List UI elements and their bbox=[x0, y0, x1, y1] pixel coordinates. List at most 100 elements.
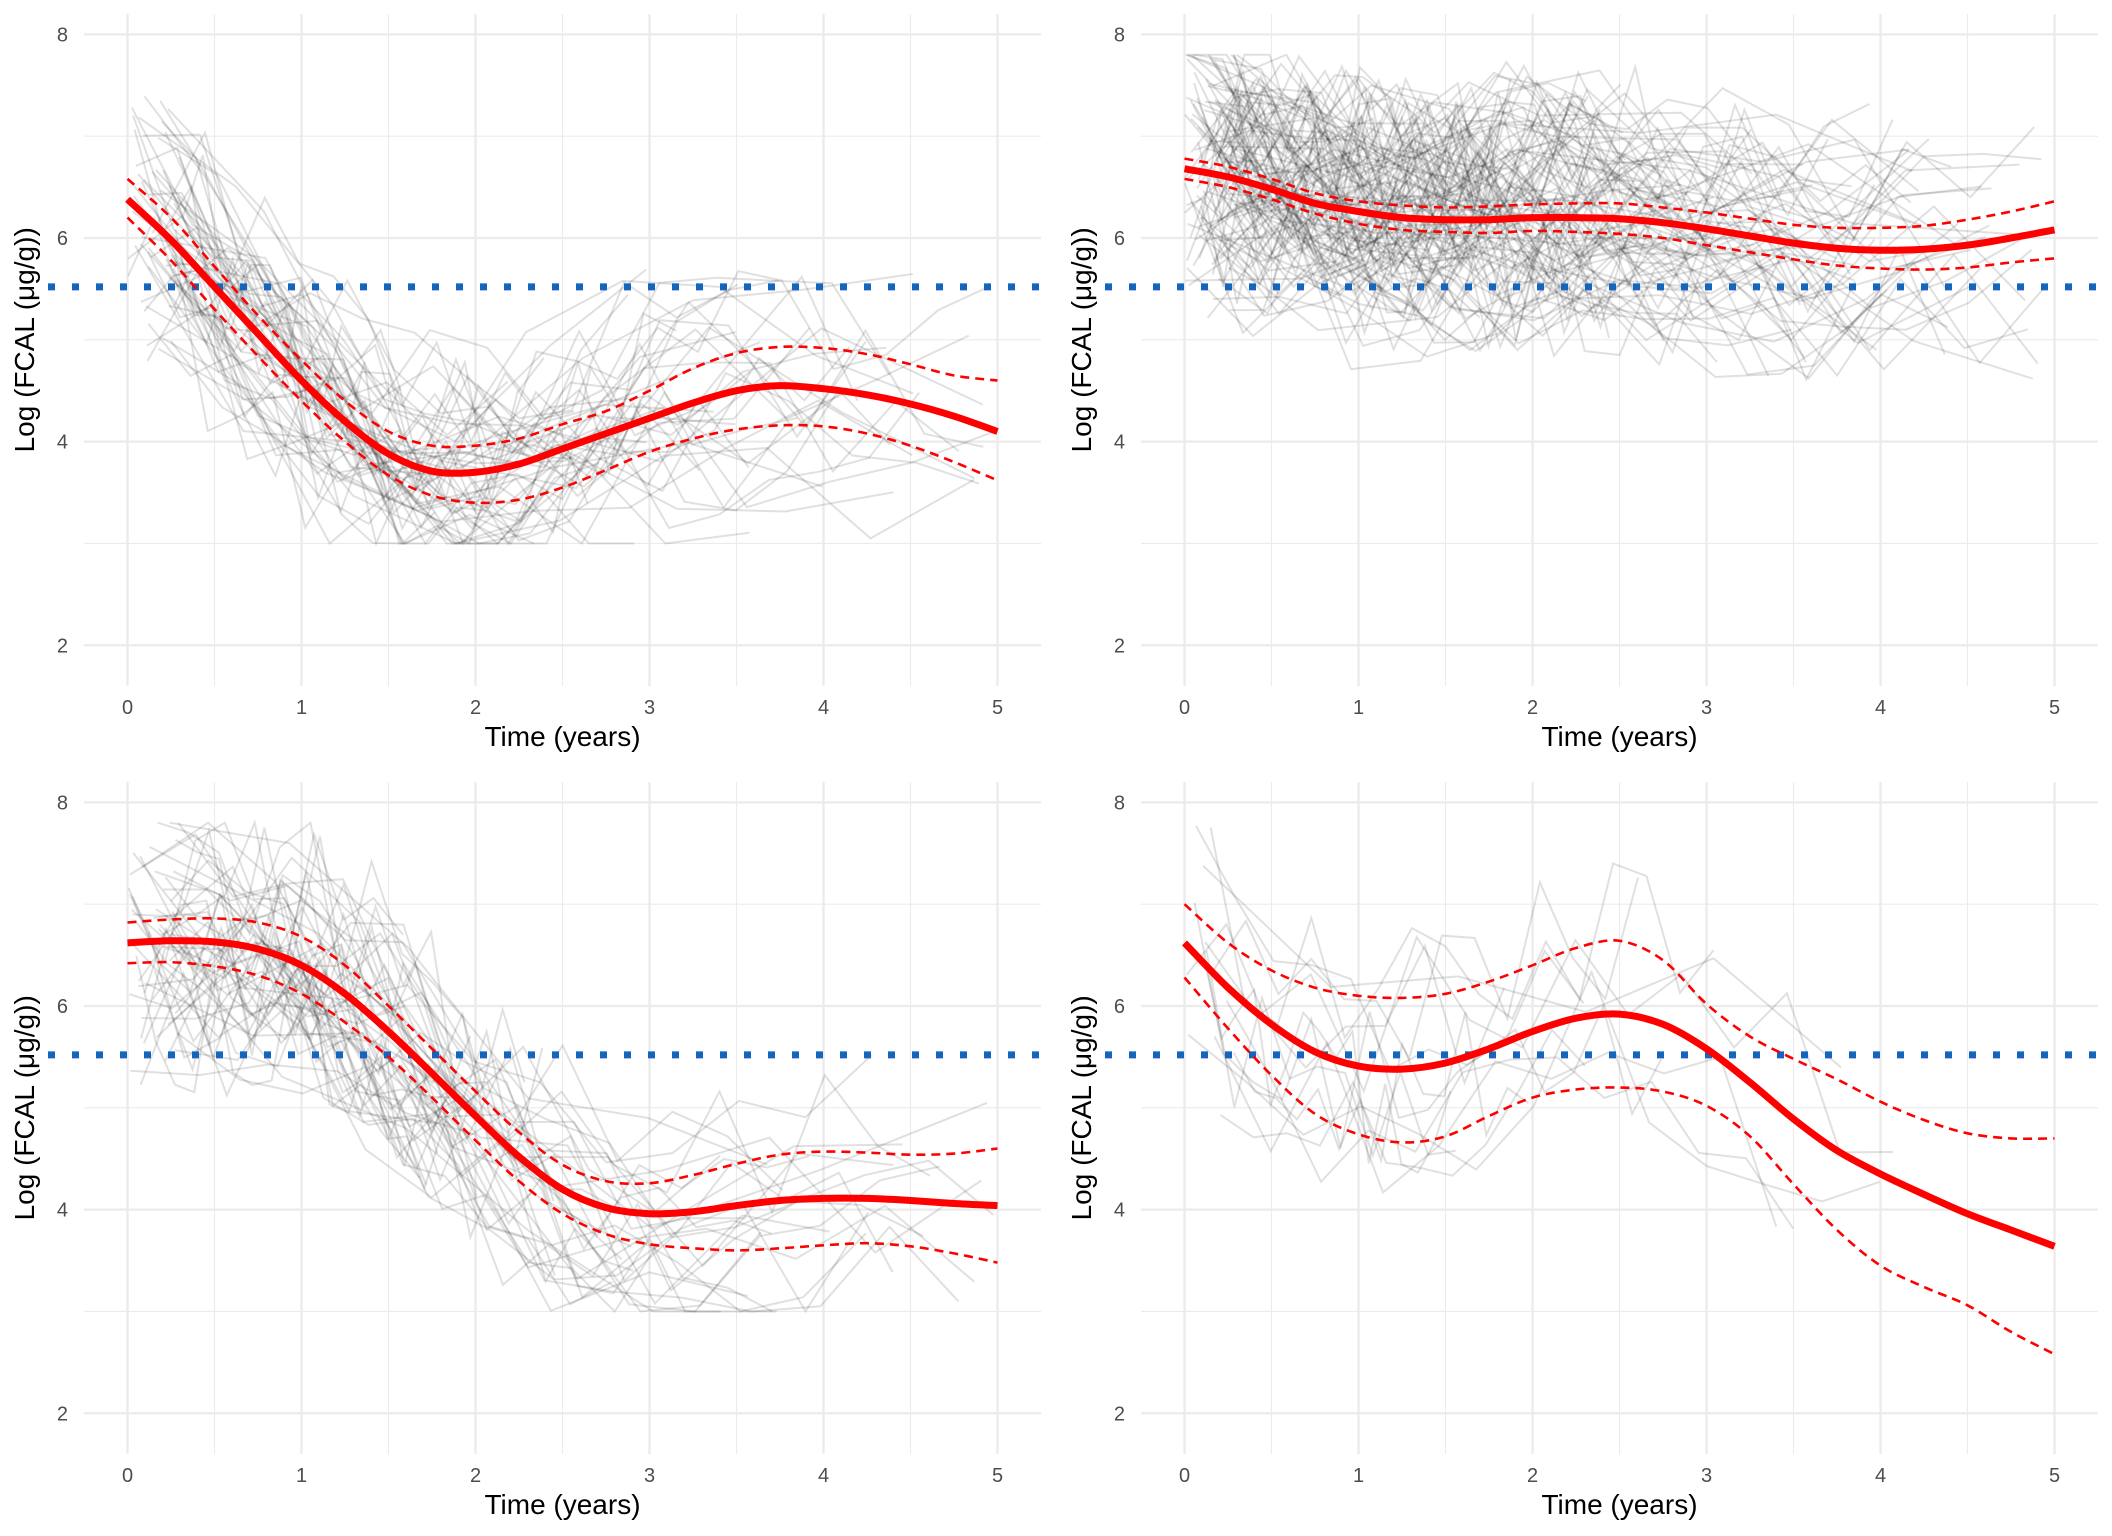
individual-trajectory bbox=[1230, 147, 1922, 254]
individual-trajectory bbox=[1227, 76, 1835, 248]
individual-trajectory bbox=[1189, 116, 1682, 275]
individual-trajectory bbox=[1208, 82, 1851, 275]
x-axis-title: Time (years) bbox=[1541, 721, 1697, 752]
individual-trajectory bbox=[153, 920, 421, 1179]
x-tick-label: 2 bbox=[1527, 697, 1538, 719]
individual-trajectory bbox=[1233, 65, 1512, 194]
individual-trajectory bbox=[1234, 146, 1775, 309]
x-tick-label: 1 bbox=[1353, 1465, 1364, 1487]
x-axis-title: Time (years) bbox=[484, 1489, 640, 1520]
fitted-curve bbox=[127, 937, 998, 1218]
individual-trajectory bbox=[153, 827, 544, 1161]
individual-trajectory bbox=[1197, 196, 2039, 365]
grid bbox=[1141, 782, 2098, 1454]
individual-trajectory bbox=[165, 258, 751, 530]
individual-trajectory bbox=[127, 887, 648, 1300]
individual-trajectory bbox=[142, 178, 913, 467]
individual-trajectory bbox=[1185, 111, 1802, 306]
individual-trajectory bbox=[1218, 53, 1601, 213]
x-tick-label: 1 bbox=[296, 697, 307, 719]
panel-bottom-left: 0 1 2 3 4 5 2 4 6 8 Time (years) Log (FCAL (μg/g)) bbox=[9, 782, 1055, 1520]
individual-trajectory bbox=[131, 210, 811, 488]
individual-trajectory bbox=[130, 1063, 960, 1313]
individual-trajectory bbox=[170, 893, 439, 1154]
individual-trajectory bbox=[1212, 877, 1639, 1061]
x-tick-label: 0 bbox=[122, 1465, 133, 1487]
individual-trajectory bbox=[1213, 1035, 1778, 1227]
individual-trajectory bbox=[1234, 169, 1726, 357]
individual-trajectory bbox=[164, 131, 799, 511]
individual-trajectory bbox=[1214, 181, 2033, 331]
individual-trajectory bbox=[1208, 54, 1669, 215]
individual-trajectory bbox=[1233, 166, 1755, 344]
y-axis-title: Log (FCAL (μg/g)) bbox=[1066, 995, 1097, 1220]
individual-trajectory bbox=[1213, 139, 1452, 320]
individual-trajectory bbox=[134, 244, 894, 545]
x-tick-label: 4 bbox=[818, 697, 829, 719]
y-axis-title: Log (FCAL (μg/g)) bbox=[9, 995, 40, 1220]
ci-upper-curve bbox=[1184, 157, 2055, 230]
fitted-curve bbox=[125, 196, 999, 477]
individual-trajectory bbox=[1207, 84, 1608, 254]
individual-trajectory bbox=[1222, 69, 1461, 248]
individual-trajectory bbox=[129, 940, 810, 1239]
individual-trajectory bbox=[1209, 97, 1690, 245]
grid bbox=[1141, 14, 2098, 686]
individual-trajectory bbox=[178, 156, 867, 481]
individual-trajectory bbox=[151, 129, 992, 420]
individual-trajectory bbox=[144, 982, 903, 1280]
individual-trajectory bbox=[1206, 193, 1982, 371]
individual-trajectory bbox=[1233, 148, 1990, 303]
individual-trajectory bbox=[157, 347, 913, 523]
individual-trajectory bbox=[1201, 216, 1807, 363]
individual-trajectory bbox=[155, 940, 749, 1312]
individual-trajectory bbox=[1189, 99, 1597, 234]
individual-trajectory bbox=[1217, 92, 1688, 258]
individual-trajectory bbox=[1197, 126, 1622, 323]
individual-trajectory bbox=[130, 941, 830, 1306]
individual-trajectory bbox=[1220, 108, 1645, 211]
individual-trajectory bbox=[147, 931, 721, 1313]
x-tick-label: 4 bbox=[1875, 1465, 1886, 1487]
individual-trajectory bbox=[1200, 97, 1503, 270]
individual-trajectory bbox=[1201, 161, 2026, 316]
individual-trajectory bbox=[139, 970, 659, 1314]
individual-trajectory bbox=[1218, 87, 1484, 273]
y-tick-label: 4 bbox=[1114, 432, 1125, 454]
individual-trajectory bbox=[1187, 969, 1880, 1203]
individual-trajectory bbox=[140, 946, 478, 1198]
individual-trajectory bbox=[157, 136, 984, 482]
individual-trajectory bbox=[1226, 156, 1912, 224]
individual-trajectory bbox=[1190, 54, 1624, 190]
x-tick-label: 4 bbox=[1875, 697, 1886, 719]
y-tick-label: 6 bbox=[1114, 228, 1125, 250]
ci-upper-curve bbox=[126, 177, 998, 449]
individual-trajectory bbox=[164, 925, 446, 1171]
individual-trajectory bbox=[159, 902, 484, 1116]
individual-trajectory bbox=[1186, 53, 1910, 219]
individual-trajectory bbox=[133, 129, 589, 513]
individual-trajectory bbox=[147, 265, 823, 512]
individual-trajectory bbox=[1206, 122, 1672, 248]
individual-trajectory bbox=[167, 967, 762, 1313]
individual-trajectory bbox=[1203, 88, 2036, 261]
x-tick-label: 3 bbox=[644, 697, 655, 719]
individual-trajectory bbox=[151, 943, 613, 1306]
individual-trajectory bbox=[1191, 63, 1857, 242]
x-tick-label: 5 bbox=[2049, 697, 2060, 719]
individual-trajectory bbox=[1186, 922, 1506, 1086]
individual-trajectory bbox=[1184, 77, 1753, 178]
individual-trajectory bbox=[1223, 177, 1695, 319]
individual-trajectory bbox=[134, 821, 612, 1207]
ci-lower-curve bbox=[1183, 976, 2056, 1356]
individual-trajectory bbox=[1193, 81, 1489, 230]
individual-trajectory bbox=[1220, 145, 1842, 307]
individual-trajectory bbox=[1205, 950, 1456, 1159]
individual-trajectories bbox=[1183, 53, 2047, 383]
individual-trajectory bbox=[1219, 1028, 1586, 1177]
individual-trajectory bbox=[138, 899, 519, 1167]
x-tick-label: 5 bbox=[992, 697, 1003, 719]
individual-trajectory bbox=[1204, 100, 1804, 304]
individual-trajectory bbox=[168, 259, 714, 476]
individual-trajectory bbox=[151, 171, 849, 478]
